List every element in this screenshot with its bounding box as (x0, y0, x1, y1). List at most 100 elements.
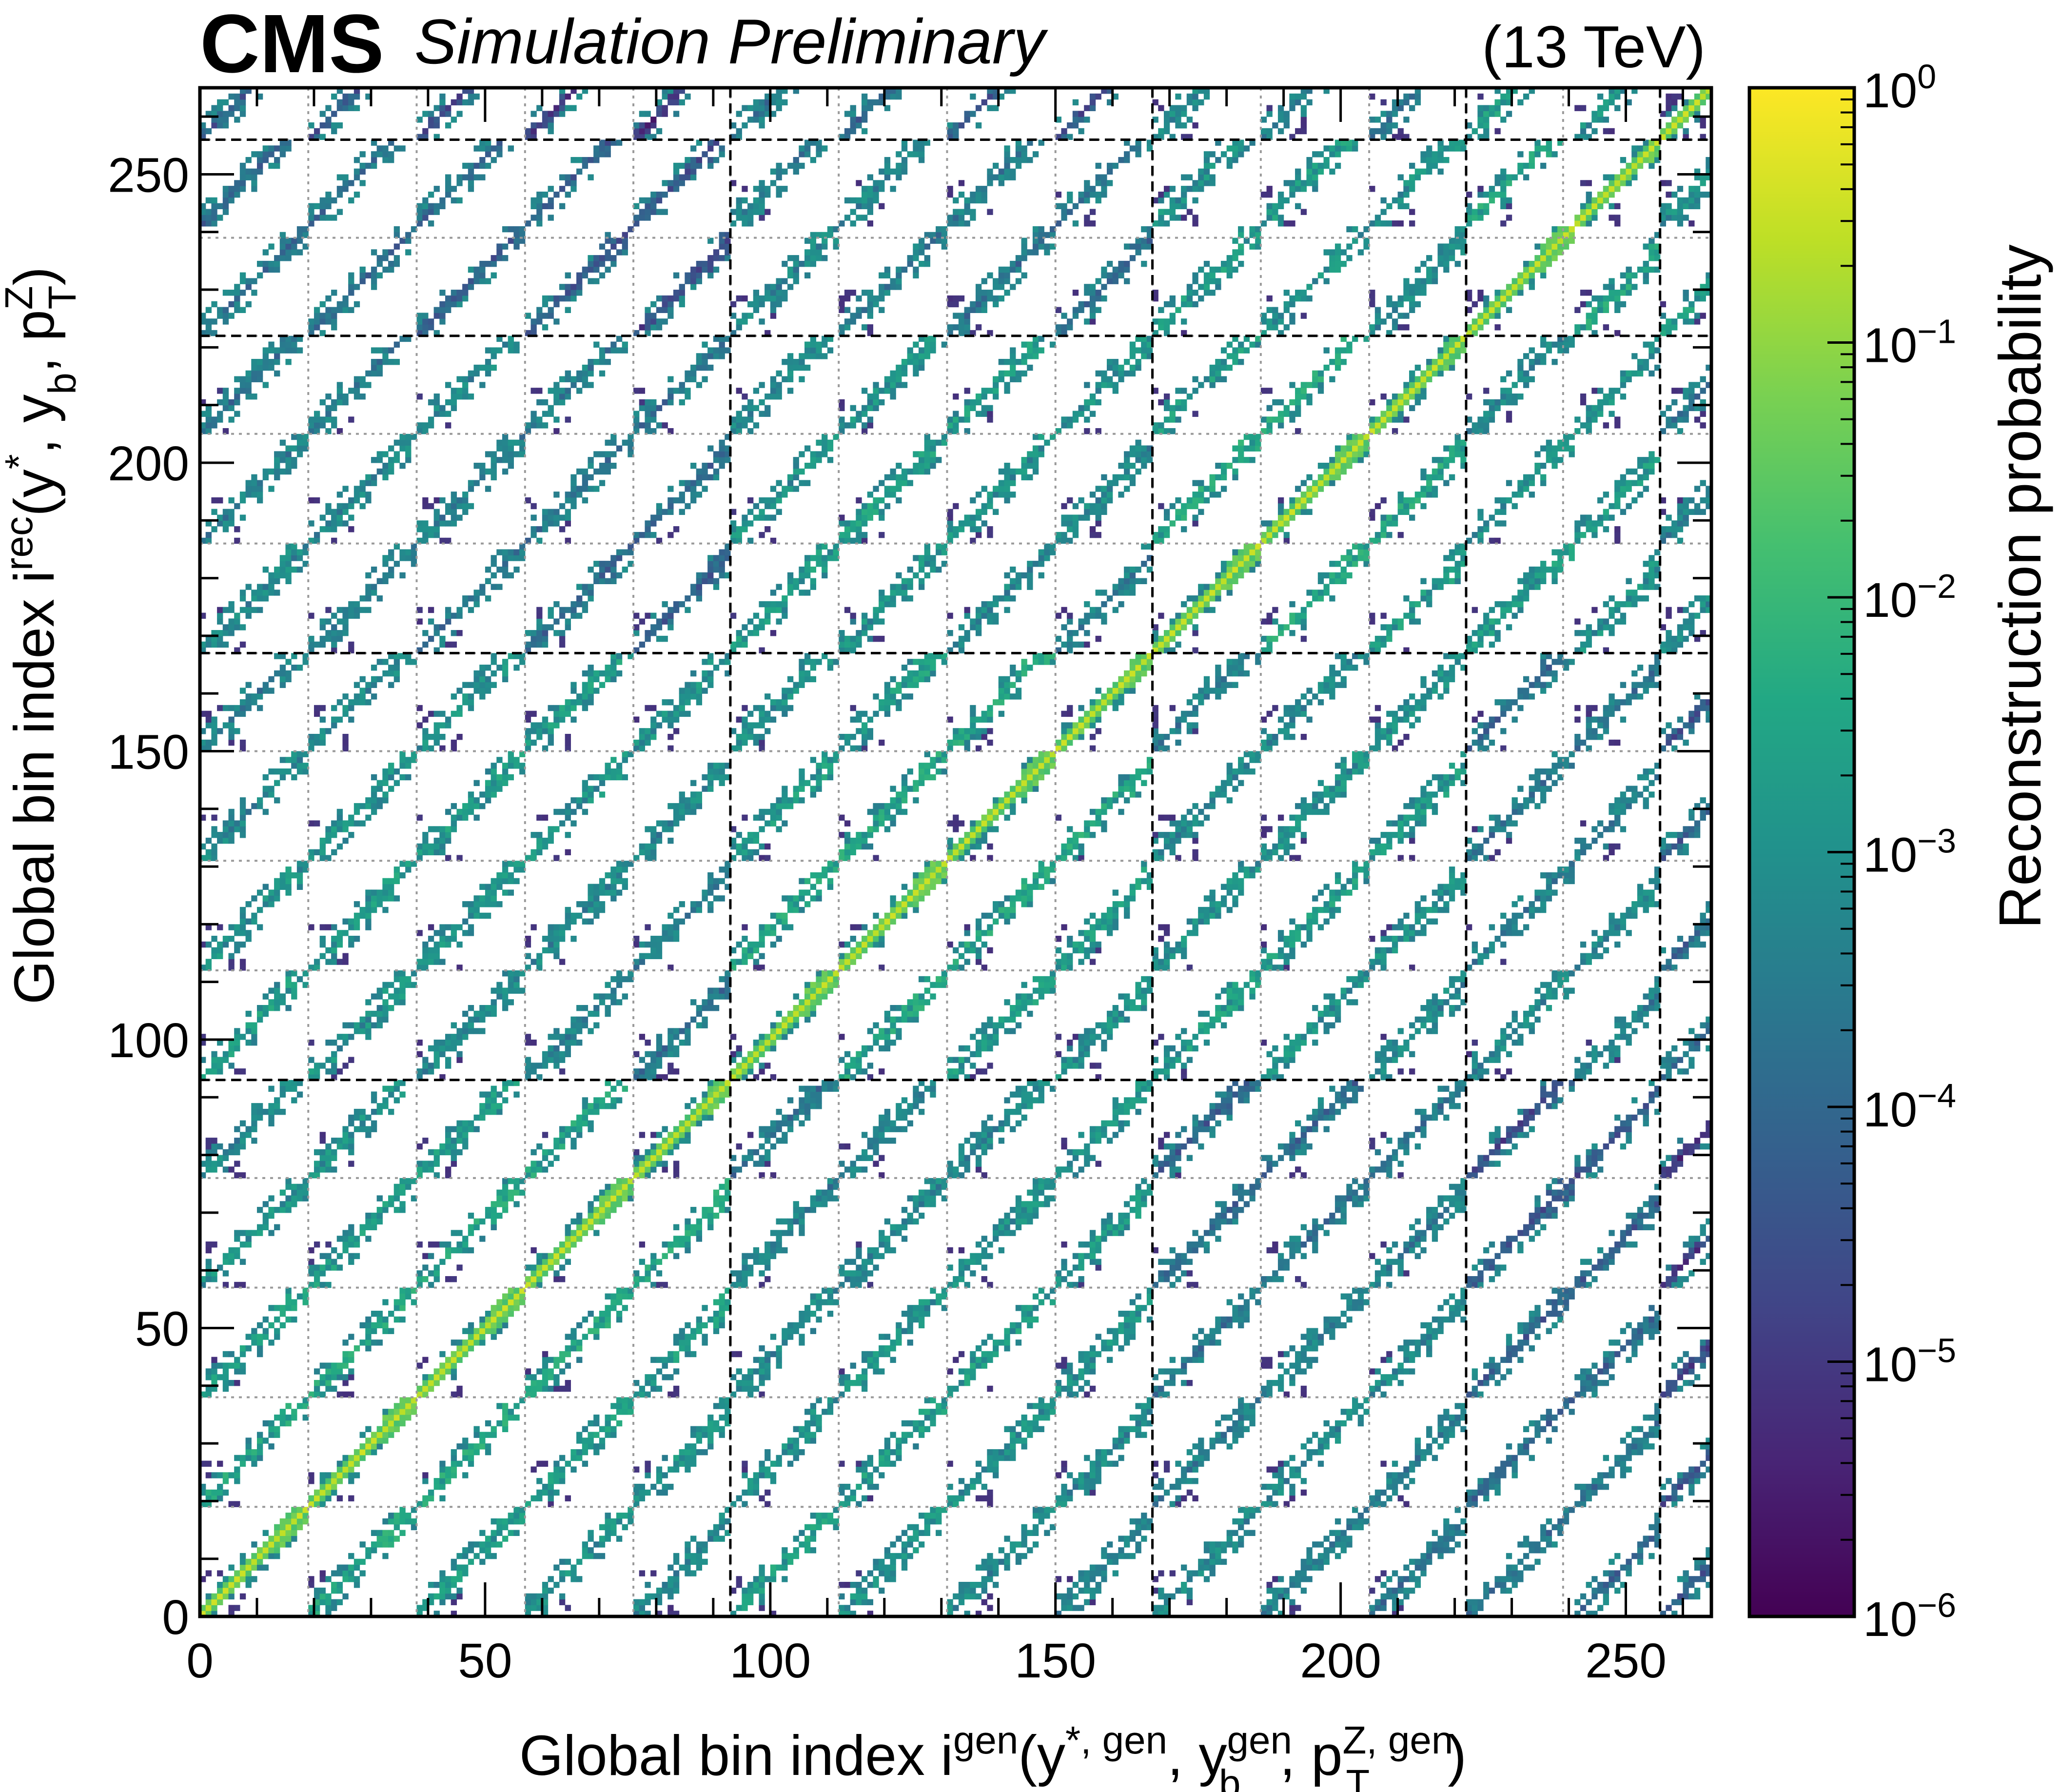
heatmap-cell (451, 1034, 457, 1040)
heatmap-cell (479, 272, 486, 278)
heatmap-cell (411, 549, 417, 555)
heatmap-cell (468, 682, 474, 688)
heatmap-cell (696, 1114, 703, 1121)
heatmap-cell (565, 710, 571, 717)
heatmap-cell (593, 341, 600, 348)
heatmap-cell (353, 1460, 360, 1467)
heatmap-cell (713, 157, 720, 163)
heatmap-cell (542, 313, 549, 319)
heatmap-cell (251, 180, 257, 186)
heatmap-cell (530, 728, 537, 734)
heatmap-cell (445, 422, 451, 429)
heatmap-cell (256, 370, 263, 377)
heatmap-cell (490, 889, 497, 896)
heatmap-cell (439, 1472, 446, 1478)
heatmap-cell (439, 1039, 446, 1046)
heatmap-cell (736, 215, 742, 221)
heatmap-cell (348, 1138, 354, 1144)
heatmap-cell (439, 290, 446, 296)
heatmap-cell (736, 1281, 742, 1288)
heatmap-cell (479, 278, 486, 284)
heatmap-cell (359, 607, 366, 613)
heatmap-cell (742, 1281, 748, 1288)
heatmap-cell (582, 808, 589, 815)
heatmap-cell (331, 924, 337, 930)
heatmap-cell (274, 474, 280, 481)
heatmap-cell (599, 780, 606, 787)
heatmap-cell (256, 1449, 263, 1456)
heatmap-cell (314, 1161, 320, 1167)
heatmap-cell (719, 457, 725, 463)
heatmap-cell (365, 480, 372, 486)
heatmap-cell (513, 232, 520, 238)
heatmap-cell (422, 745, 429, 752)
heatmap-cell (462, 693, 469, 700)
heatmap-cell (690, 272, 697, 278)
heatmap-cell (730, 209, 737, 215)
heatmap-cell (468, 1005, 474, 1011)
heatmap-cell (348, 1334, 354, 1340)
heatmap-cell (639, 215, 646, 221)
heatmap-cell (667, 399, 674, 406)
heatmap-cell (348, 290, 354, 296)
heatmap-cell (342, 837, 349, 844)
heatmap-cell (530, 1264, 537, 1271)
heatmap-cell (645, 941, 651, 948)
heatmap-cell (502, 1201, 509, 1207)
heatmap-cell (730, 1281, 737, 1288)
heatmap-cell (559, 1351, 566, 1358)
heatmap-cell (285, 341, 292, 348)
heatmap-cell (747, 203, 754, 210)
heatmap-cell (228, 826, 235, 832)
heatmap-cell (479, 1558, 486, 1565)
heatmap-cell (479, 1108, 486, 1115)
heatmap-cell (251, 1126, 257, 1132)
heatmap-cell (445, 837, 451, 844)
heatmap-cell (742, 814, 748, 821)
heatmap-cell (371, 364, 377, 371)
heatmap-cell (445, 612, 451, 619)
heatmap-cell (296, 555, 303, 561)
heatmap-cell (376, 1432, 383, 1438)
heatmap-cell (365, 912, 372, 919)
heatmap-cell (662, 1166, 668, 1173)
heatmap-cell (348, 1455, 354, 1461)
heatmap-cell (382, 1541, 389, 1548)
heatmap-cell (747, 1253, 754, 1260)
heatmap-cell (217, 497, 223, 504)
heatmap-cell (411, 561, 417, 567)
heatmap-cell (496, 1518, 503, 1525)
heatmap-cell (399, 1201, 406, 1207)
heatmap-cell (599, 1536, 606, 1542)
heatmap-cell (593, 260, 600, 267)
heatmap-cell (342, 1472, 349, 1478)
heatmap-cell (593, 578, 600, 584)
heatmap-cell (553, 808, 560, 815)
heatmap-cell (525, 728, 531, 734)
heatmap-cell (245, 1449, 252, 1456)
heatmap-cell (342, 1022, 349, 1028)
heatmap-cell (331, 1039, 337, 1046)
heatmap-cell (605, 347, 611, 354)
heatmap-cell (451, 399, 457, 406)
heatmap-cell (730, 1270, 737, 1277)
heatmap-cell (473, 895, 480, 902)
heatmap-cell (548, 924, 554, 930)
heatmap-cell (268, 688, 275, 694)
heatmap-cell (490, 1108, 497, 1115)
heatmap-cell (502, 1426, 509, 1433)
heatmap-cell (308, 1576, 314, 1582)
heatmap-cell (593, 157, 600, 163)
heatmap-cell (742, 733, 748, 740)
heatmap-cell (217, 111, 223, 117)
heatmap-cell (353, 382, 360, 388)
heatmap-cell (645, 733, 651, 740)
heatmap-cell (416, 1161, 423, 1167)
heatmap-cell (279, 555, 286, 561)
heatmap-cell (582, 780, 589, 787)
heatmap-cell (610, 889, 617, 896)
heatmap-cell (456, 111, 463, 117)
heatmap-cell (222, 117, 229, 123)
heatmap-cell (490, 474, 497, 481)
heatmap-cell (553, 105, 560, 111)
